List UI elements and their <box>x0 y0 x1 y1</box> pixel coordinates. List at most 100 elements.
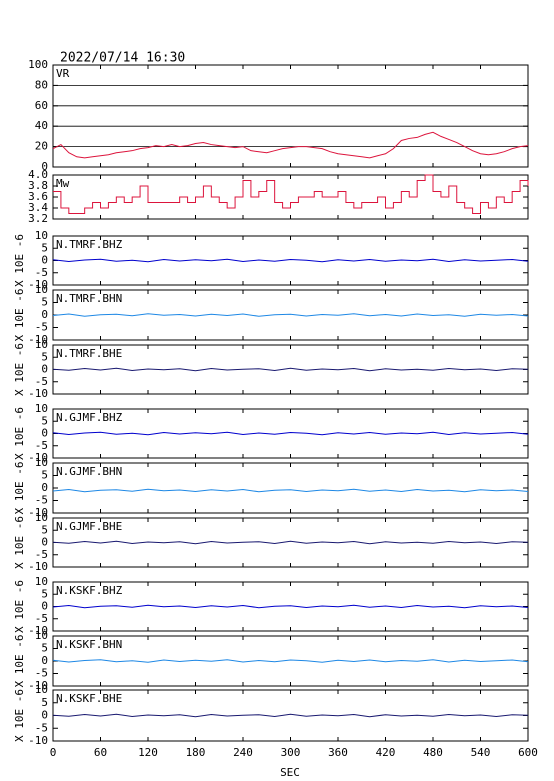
x-axis-label: SEC <box>280 766 300 779</box>
data-line <box>52 713 529 718</box>
panel-label: N.KSKF.BHN <box>56 638 122 651</box>
y-tick-label: -5 <box>35 266 48 279</box>
y-tick-label: 80 <box>35 78 48 91</box>
panel-label: N.TMRF.BHE <box>56 347 122 360</box>
y-tick-label: -5 <box>35 548 48 561</box>
x-tick-label: 480 <box>423 746 443 759</box>
y-tick-label: 100 <box>28 58 48 71</box>
y-axis-label: X 10E -6 <box>13 516 26 569</box>
y-tick-label: 0 <box>41 654 48 667</box>
y-tick-label: -10 <box>28 734 48 747</box>
y-tick-label: -10 <box>28 560 48 573</box>
data-line <box>52 313 529 317</box>
y-tick-label: -5 <box>35 439 48 452</box>
y-axis-label: X 10E -6 <box>13 635 26 688</box>
y-tick-label: 5 <box>41 696 48 709</box>
y-tick-label: 4.0 <box>28 168 48 181</box>
y-tick-label: 0 <box>41 600 48 613</box>
x-tick-label: 300 <box>281 746 301 759</box>
x-tick-label: 60 <box>94 746 107 759</box>
y-tick-label: 60 <box>35 99 48 112</box>
y-tick-label: 0 <box>41 481 48 494</box>
data-line <box>52 540 529 545</box>
y-tick-label: 5 <box>41 350 48 363</box>
y-axis-label: X 10E -6 <box>13 689 26 742</box>
y-tick-label: -5 <box>35 612 48 625</box>
y-tick-label: 3.6 <box>28 190 48 203</box>
y-tick-label: -5 <box>35 721 48 734</box>
y-axis-label: X 10E -6 <box>13 289 26 342</box>
data-line <box>52 367 529 372</box>
x-tick-label: 540 <box>471 746 491 759</box>
x-tick-label: 420 <box>376 746 396 759</box>
data-line <box>52 431 529 436</box>
y-tick-label: 5 <box>41 523 48 536</box>
y-tick-label: 5 <box>41 414 48 427</box>
y-tick-label: 0 <box>41 308 48 321</box>
y-tick-label: 3.8 <box>28 179 48 192</box>
y-tick-label: 0 <box>41 160 48 173</box>
y-tick-label: 0 <box>41 536 48 549</box>
x-tick-label: 180 <box>186 746 206 759</box>
y-axis-label: X 10E -6 <box>13 580 26 633</box>
panel-label: VR <box>56 67 70 80</box>
y-tick-label: -10 <box>28 506 48 519</box>
y-tick-label: 10 <box>35 456 48 469</box>
y-tick-label: 3.2 <box>28 212 48 225</box>
y-tick-label: -5 <box>35 667 48 680</box>
y-tick-label: 3.4 <box>28 201 48 214</box>
data-line <box>52 659 529 663</box>
data-line <box>53 174 529 214</box>
panel-label: N.KSKF.BHE <box>56 692 122 705</box>
y-tick-label: 10 <box>35 402 48 415</box>
panel-label: N.GJMF.BHE <box>56 520 122 533</box>
y-tick-label: 40 <box>35 119 48 132</box>
x-tick-label: 600 <box>518 746 538 759</box>
panel-label: N.TMRF.BHZ <box>56 238 123 251</box>
data-line <box>52 258 529 263</box>
chart-title: 2022/07/14 16:30 <box>60 51 185 66</box>
data-line <box>52 488 529 493</box>
y-tick-label: 20 <box>35 140 48 153</box>
y-tick-label: 0 <box>41 363 48 376</box>
y-tick-label: 10 <box>35 511 48 524</box>
panel-label: Mw <box>56 177 70 190</box>
panel-label: N.GJMF.BHN <box>56 465 122 478</box>
y-tick-label: 5 <box>41 296 48 309</box>
y-tick-label: 5 <box>41 587 48 600</box>
y-tick-label: 5 <box>41 642 48 655</box>
y-axis-label: X 10E -6 <box>13 462 26 515</box>
y-tick-label: -10 <box>28 387 48 400</box>
y-tick-label: 0 <box>41 709 48 722</box>
y-tick-label: 0 <box>41 427 48 440</box>
y-tick-label: 10 <box>35 575 48 588</box>
y-tick-label: -5 <box>35 321 48 334</box>
y-tick-label: 5 <box>41 241 48 254</box>
y-tick-label: -10 <box>28 451 48 464</box>
y-tick-label: 10 <box>35 629 48 642</box>
x-tick-label: 240 <box>233 746 253 759</box>
y-tick-label: 10 <box>35 338 48 351</box>
y-tick-label: 10 <box>35 229 48 242</box>
x-tick-label: 120 <box>138 746 158 759</box>
y-tick-label: 10 <box>35 283 48 296</box>
panel-label: N.GJMF.BHZ <box>56 411 123 424</box>
y-tick-label: -5 <box>35 494 48 507</box>
y-tick-label: -10 <box>28 333 48 346</box>
data-line <box>52 131 529 159</box>
panel-frame <box>52 462 529 514</box>
x-tick-label: 360 <box>328 746 348 759</box>
y-tick-label: 0 <box>41 254 48 267</box>
y-tick-label: -5 <box>35 375 48 388</box>
y-tick-label: -10 <box>28 624 48 637</box>
y-axis-label: X 10E -6 <box>13 407 26 460</box>
y-tick-label: -10 <box>28 278 48 291</box>
x-tick-label: 0 <box>50 746 57 759</box>
y-tick-label: -10 <box>28 679 48 692</box>
data-line <box>52 604 529 609</box>
y-axis-label: X 10E -6 <box>13 234 26 287</box>
y-axis-label: X 10E -6 <box>13 343 26 396</box>
panel-label: N.KSKF.BHZ <box>56 584 123 597</box>
y-tick-label: 10 <box>35 683 48 696</box>
